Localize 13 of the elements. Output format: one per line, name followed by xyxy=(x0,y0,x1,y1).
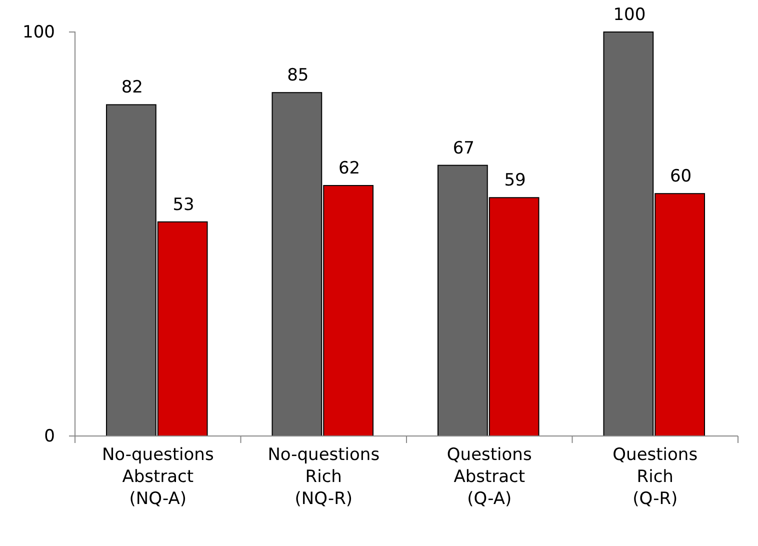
data-label: 53 xyxy=(172,194,194,215)
data-label: 82 xyxy=(121,78,144,98)
x-tick-label: Questions Rich (Q-R) xyxy=(612,445,698,509)
data-label: 85 xyxy=(287,66,309,86)
x-tick-label: No-questions Abstract (NQ-A) xyxy=(102,445,214,509)
data-label: 60 xyxy=(670,166,692,187)
y-tick-label: 0 xyxy=(44,426,55,446)
x-tick-label: No-questions Rich (NQ-R) xyxy=(268,445,380,509)
data-label: 62 xyxy=(338,158,360,179)
data-label: 59 xyxy=(504,170,526,191)
x-tick-label: Questions Abstract (Q-A) xyxy=(446,445,532,509)
data-label: 67 xyxy=(452,138,475,158)
data-label: 100 xyxy=(613,5,646,25)
